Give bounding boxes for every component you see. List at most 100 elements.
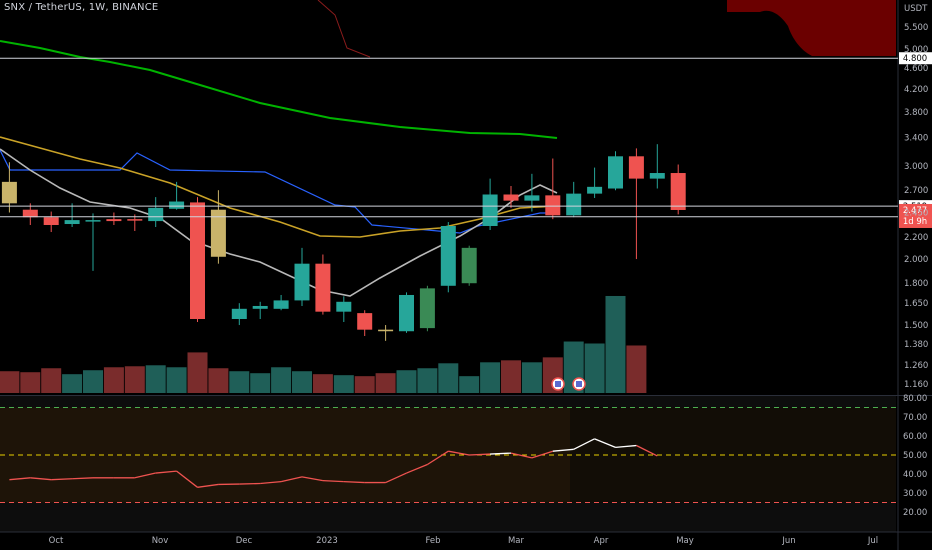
price-line-label: 4.800 (903, 54, 927, 64)
candle-body (566, 193, 582, 216)
price-tick-label: 2.000 (904, 255, 928, 265)
volume-bar (333, 375, 354, 393)
candle (503, 185, 519, 208)
cloud-line (317, 0, 371, 58)
rsi-segment (615, 444, 637, 449)
volume-bar (250, 373, 271, 393)
candle-body (22, 209, 38, 218)
price-tick-label: 1.260 (904, 361, 928, 371)
candles (1, 144, 686, 341)
candle-body (649, 173, 665, 179)
time-tick-label: Jul (867, 536, 878, 546)
symbol-title[interactable]: SNX / TetherUS, 1W, BINANCE (4, 2, 159, 13)
candle (169, 181, 185, 210)
volume-bar (208, 368, 229, 393)
rsi-tick-label: 40.00 (903, 470, 927, 480)
candle (628, 148, 644, 260)
volume-bar (187, 352, 208, 393)
volume-bar (271, 367, 292, 393)
candle-body (252, 305, 268, 309)
candle (357, 310, 373, 336)
volume-bar (166, 367, 187, 393)
rsi-segment (594, 438, 616, 449)
rsi-segment (239, 482, 261, 485)
event-markers (551, 377, 586, 391)
candle-body (64, 220, 80, 225)
price-tick-label: 4.600 (904, 64, 928, 74)
rsi-band (0, 396, 896, 532)
rsi-segment (490, 452, 512, 455)
candle (399, 292, 414, 333)
rsi-segment (510, 452, 533, 459)
rsi-segment (469, 453, 491, 456)
time-tick-label: 2023 (316, 536, 338, 546)
rsi-segment (9, 477, 31, 481)
volume-bar (354, 376, 375, 393)
price-tick-label: 1.650 (904, 299, 928, 309)
price-tick-label: 3.400 (904, 133, 928, 143)
candle (482, 178, 498, 230)
volume-bar (312, 374, 333, 393)
price-tick-label: 1.160 (904, 380, 928, 390)
rsi-segment (385, 472, 407, 484)
volume-bar (62, 374, 83, 393)
time-tick-label: May (676, 536, 694, 546)
candle-body (419, 288, 435, 329)
candle (566, 181, 582, 218)
candle (336, 296, 352, 322)
time-tick-label: Mar (508, 536, 525, 546)
time-tick-label: Oct (49, 536, 64, 546)
candle-body (587, 186, 603, 194)
rsi-segment (406, 463, 428, 474)
candle-body (210, 209, 226, 257)
candle-body (127, 219, 143, 221)
rsi-segment (573, 438, 595, 450)
candle-body (85, 220, 101, 222)
rsi-segment (531, 450, 553, 459)
price-tick-label: 2.450 (904, 208, 928, 218)
candle-body (628, 156, 644, 179)
candle (545, 158, 561, 220)
candle (461, 245, 477, 286)
price-tick-label: 2.200 (904, 233, 928, 243)
candle (608, 151, 623, 191)
rsi-segment (322, 480, 344, 483)
candle-body (608, 156, 623, 189)
rsi-segment (448, 450, 470, 456)
rsi-segment (552, 448, 574, 452)
rsi-segment (636, 444, 658, 457)
volume-layer (0, 295, 647, 393)
volume-bar (375, 373, 396, 393)
rsi-tick-label: 60.00 (903, 432, 927, 442)
event-marker-icon (572, 377, 586, 391)
candle (315, 254, 331, 315)
rsi-segment (134, 472, 156, 479)
rsi-segment (260, 480, 282, 485)
rsi-segment (427, 450, 449, 466)
volume-bar (459, 376, 480, 393)
volume-bar (396, 370, 417, 393)
last-price-tag (899, 203, 932, 228)
rsi-tick-label: 50.00 (903, 451, 927, 461)
volume-bar (145, 365, 166, 393)
time-tick-label: Feb (425, 536, 440, 546)
candle-body (273, 300, 289, 309)
candle (22, 203, 38, 226)
candle (1, 162, 17, 213)
candle (252, 301, 268, 320)
candle-body (294, 263, 310, 301)
candle-body (482, 194, 498, 226)
candle-body (357, 313, 373, 330)
volume-bar (605, 295, 626, 393)
candle-body (148, 207, 164, 222)
rsi-segment (343, 480, 365, 484)
candle (64, 203, 80, 227)
candle (231, 303, 247, 326)
candle-body (524, 195, 540, 201)
rsi-indicator (0, 407, 896, 503)
price-tick-label: 3.000 (904, 162, 928, 172)
candle-body (545, 195, 561, 216)
candle (85, 213, 101, 271)
